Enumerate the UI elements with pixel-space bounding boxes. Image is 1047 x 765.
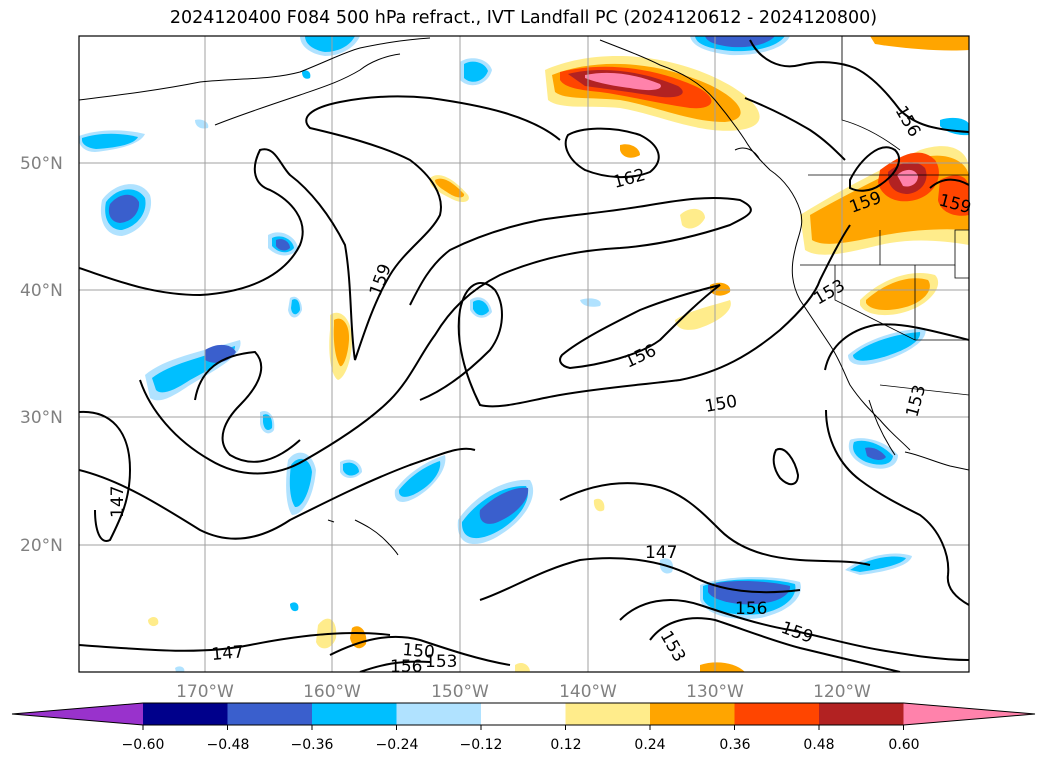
- colorbar-swatch: [143, 703, 228, 725]
- colorbar-tick-label: −0.60: [122, 737, 165, 753]
- colorbar-swatch: [565, 703, 651, 725]
- lat-label: 50°N: [20, 154, 63, 174]
- lon-label: 170°W: [176, 682, 234, 702]
- colorbar-swatch: [903, 703, 1035, 725]
- longitude-labels: 170°W 160°W 150°W 140°W 130°W 120°W: [176, 682, 871, 702]
- colorbar-swatch: [650, 703, 735, 725]
- colorbar-swatch: [819, 703, 904, 725]
- contour-label: 156: [390, 657, 422, 677]
- refractivity-contours: [79, 39, 969, 672]
- colorbar-tick-label: −0.12: [460, 737, 503, 753]
- contour-label: 147: [108, 486, 128, 518]
- graticule: [79, 36, 969, 672]
- colorbar: −0.60 −0.48 −0.36 −0.24 −0.12 0.12 0.24 …: [11, 702, 1036, 753]
- colorbar-tick-label: 0.24: [634, 737, 665, 753]
- lat-label: 40°N: [20, 281, 63, 301]
- colorbar-swatch: [312, 703, 397, 725]
- contour-label: 150: [402, 640, 436, 663]
- colorbar-swatch: [227, 703, 313, 725]
- lon-label: 120°W: [813, 682, 871, 702]
- colorbar-tick-label: −0.36: [291, 737, 334, 753]
- colorbar-tick-label: 0.36: [719, 737, 750, 753]
- contour-label: 147: [645, 543, 677, 563]
- contour-label: 153: [425, 652, 457, 672]
- colorbar-tick-label: 0.60: [888, 737, 919, 753]
- map-frame: [78, 35, 970, 673]
- lon-label: 160°W: [303, 682, 361, 702]
- colorbar-swatch: [396, 703, 482, 725]
- coastlines: [79, 37, 969, 556]
- lon-label: 130°W: [686, 682, 744, 702]
- colorbar-swatch: [481, 703, 566, 725]
- colorbar-swatch: [734, 703, 820, 725]
- colorbar-tick-label: −0.48: [207, 737, 250, 753]
- lon-label: 150°W: [431, 682, 489, 702]
- map-title: 2024120400 F084 500 hPa refract., IVT La…: [169, 8, 878, 28]
- contour-label: 156: [735, 599, 767, 619]
- colorbar-tick-label: 0.12: [550, 737, 581, 753]
- colorbar-tick-label: −0.24: [376, 737, 419, 753]
- lat-label: 30°N: [20, 408, 63, 428]
- lat-label: 20°N: [20, 536, 63, 556]
- contour-label: 147: [211, 642, 245, 665]
- lon-label: 140°W: [559, 682, 617, 702]
- colorbar-swatch: [12, 703, 143, 725]
- colorbar-tick-label: 0.48: [803, 737, 834, 753]
- latitude-labels: 50°N 40°N 30°N 20°N: [20, 154, 63, 556]
